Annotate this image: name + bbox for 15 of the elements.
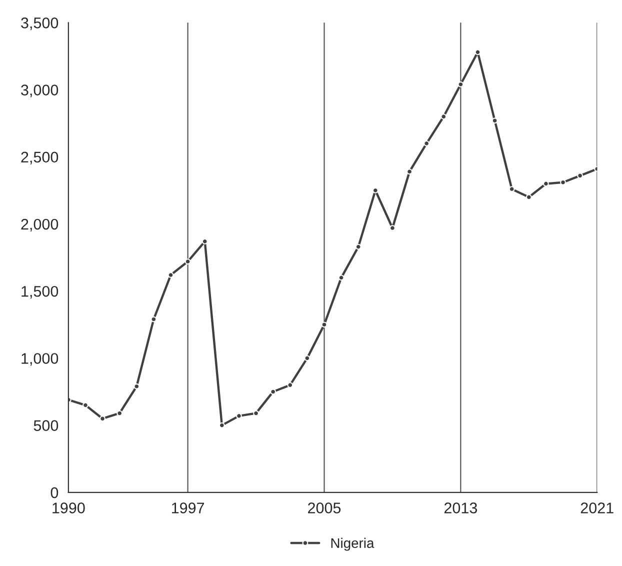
point bbox=[184, 258, 191, 265]
y-tick-label: 0 bbox=[50, 487, 58, 498]
y-tick-label: 3,000 bbox=[21, 84, 58, 98]
x-tick-label: 2021 bbox=[580, 502, 614, 514]
y-tick-label: 2,500 bbox=[21, 152, 58, 164]
y-tick-label: 500 bbox=[34, 420, 58, 431]
y-tick-label: 3,500 bbox=[21, 18, 58, 30]
x-tick-label: 2005 bbox=[308, 502, 341, 514]
x-tick-label: 1997 bbox=[172, 502, 204, 514]
y-tick-label: 2,000 bbox=[21, 218, 58, 232]
x-tick-label: 1990 bbox=[52, 502, 85, 514]
legend-label: Nigeria bbox=[331, 538, 374, 551]
x-tick-label: 2013 bbox=[444, 502, 478, 514]
y-tick-label: 1,500 bbox=[22, 286, 58, 299]
y-tick-label: 1,000 bbox=[22, 353, 58, 366]
